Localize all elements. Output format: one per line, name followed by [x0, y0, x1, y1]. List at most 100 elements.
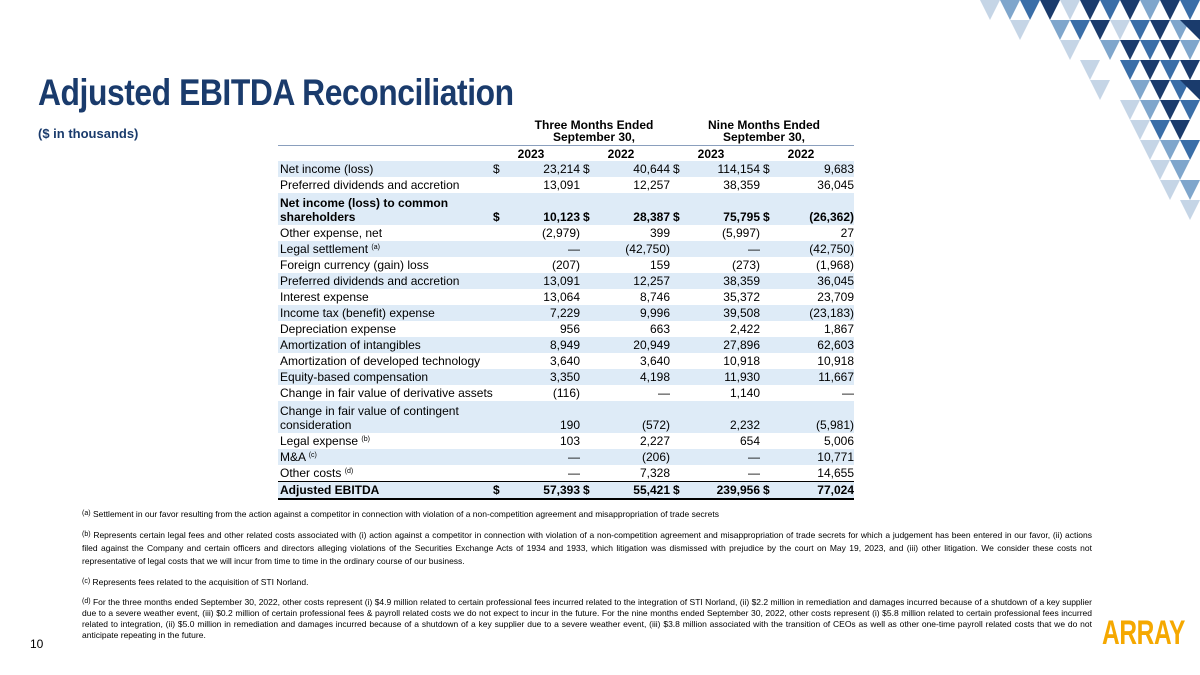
value-cell: 399: [649, 226, 670, 240]
row-label: Foreign currency (gain) loss: [278, 257, 490, 273]
currency-symbol: $: [580, 161, 598, 177]
row-label: Preferred dividends and accretion: [278, 273, 490, 289]
value-cell: 7,229: [508, 305, 580, 321]
value-cell: 62,603: [778, 337, 854, 353]
table-row: Net income (loss) $23,214 $40,644 $114,154 $…: [278, 161, 854, 177]
currency-symbol: $: [670, 481, 688, 500]
value-cell: 38,359: [688, 273, 760, 289]
footnote-mark: (b): [82, 531, 91, 538]
table-row: Preferred dividends and accretion 13,091 1…: [278, 273, 854, 289]
year-header: 2022: [787, 147, 815, 161]
value-cell: 14,655: [817, 466, 854, 480]
row-label: Interest expense: [278, 289, 490, 305]
value-cell: 13,091: [508, 273, 580, 289]
value-cell: —: [508, 241, 580, 257]
value-cell: —: [688, 449, 760, 465]
table-row: Depreciation expense 956 663 2,422 1,867: [278, 321, 854, 337]
value-cell: 1,867: [823, 322, 854, 336]
row-label: Amortization of developed technology: [278, 353, 490, 369]
footnote-ref: (a): [371, 244, 380, 251]
value-cell: (116): [552, 386, 580, 400]
row-label: Net income (loss): [278, 161, 490, 177]
value-cell: —: [568, 466, 580, 480]
header-nine-months: Nine Months Ended September 30,: [674, 119, 854, 143]
value-cell: 36,045: [778, 273, 854, 289]
value-cell: 10,771: [778, 449, 854, 465]
table-row: Equity-based compensation 3,350 4,198 11,93…: [278, 369, 854, 385]
row-label-text: Interest expense: [280, 290, 369, 304]
row-label-text: Net income (loss) to common shareholders: [280, 196, 449, 224]
value-cell: 190: [508, 401, 580, 433]
value-cell: 12,257: [633, 178, 670, 192]
row-label-text: Foreign currency (gain) loss: [280, 258, 429, 272]
footnote-ref: (c): [308, 452, 317, 459]
value-cell: 9,996: [598, 305, 670, 321]
row-label-text: Adjusted EBITDA: [280, 483, 380, 497]
row-label: Other costs (d): [278, 465, 490, 482]
value-cell: 3,640: [549, 354, 580, 368]
table-row: Other expense, net (2,979) 399 (5,997) 27: [278, 225, 854, 241]
value-cell: (42,750): [598, 241, 670, 257]
value-cell: 5,006: [823, 434, 854, 448]
row-label: Legal settlement (a): [278, 241, 490, 257]
row-label-text: Preferred dividends and accretion: [280, 178, 460, 192]
value-cell: 10,123: [508, 193, 580, 225]
value-cell: 103: [559, 434, 580, 448]
header-nine-months-line1: Nine Months Ended: [708, 118, 820, 132]
value-cell: 114,154: [688, 161, 760, 177]
row-label: Change in fair value of derivative asset…: [278, 385, 493, 401]
value-cell: 11,930: [688, 369, 760, 385]
value-cell: 35,372: [723, 290, 760, 304]
value-cell: 1,140: [729, 386, 760, 400]
value-cell: —: [658, 386, 670, 400]
value-cell: (42,750): [778, 241, 854, 257]
value-cell: 8,949: [508, 337, 580, 353]
currency-symbol: $: [760, 481, 778, 500]
row-label-text: Net income (loss): [280, 162, 374, 176]
value-cell: 956: [559, 322, 580, 336]
value-cell: (2,979): [541, 226, 580, 240]
value-cell: 23,214: [508, 161, 580, 177]
value-cell: 39,508: [688, 305, 760, 321]
footnote-text: Represents fees related to the acquisiti…: [92, 577, 309, 587]
value-cell: 55,421: [598, 481, 670, 500]
value-cell: 8,746: [639, 290, 670, 304]
table-row: Adjusted EBITDA $57,393 $55,421 $239,956 $77…: [278, 481, 854, 500]
row-label: Adjusted EBITDA: [278, 481, 490, 500]
currency-symbol: $: [580, 481, 598, 500]
footnote-mark: (d): [82, 598, 91, 605]
row-label-text: Amortization of intangibles: [280, 338, 421, 352]
footnote-mark: (c): [82, 578, 91, 585]
value-cell: 57,393: [508, 481, 580, 500]
value-cell: 40,644: [598, 161, 670, 177]
currency-symbol: $: [760, 161, 778, 177]
value-cell: 27: [840, 226, 854, 240]
value-cell: 10,918: [817, 354, 854, 368]
currency-symbol: $: [490, 193, 508, 225]
row-label-text: Depreciation expense: [280, 322, 397, 336]
value-cell: 20,949: [598, 337, 670, 353]
value-cell: 13,064: [543, 290, 580, 304]
footnote-ref: (d): [344, 468, 354, 475]
value-cell: (5,981): [778, 401, 854, 433]
row-label: Change in fair value of contingent consi…: [278, 401, 490, 433]
value-cell: —: [508, 449, 580, 465]
value-cell: 2,232: [688, 401, 760, 433]
value-cell: 4,198: [598, 369, 670, 385]
currency-symbol: $: [580, 193, 598, 225]
table-row: Legal expense (b) 103 2,227 654 5,006: [278, 433, 854, 449]
value-cell: —: [688, 241, 760, 257]
row-label-text: Equity-based compensation: [280, 370, 429, 384]
row-label: Net income (loss) to common shareholders: [278, 193, 490, 225]
footnote-text: For the three months ended September 30,…: [82, 597, 1092, 640]
currency-symbol: $: [490, 161, 508, 177]
year-header: 2023: [517, 147, 545, 161]
row-label-text: Amortization of developed technology: [280, 354, 481, 368]
value-cell: 2,422: [729, 322, 760, 336]
row-label-text: Legal settlement: [280, 242, 369, 256]
row-label-text: Preferred dividends and accretion: [280, 274, 460, 288]
row-label: Equity-based compensation: [278, 369, 490, 385]
footnote-mark: (a): [82, 510, 91, 517]
table-row: Preferred dividends and accretion 13,091 1…: [278, 177, 854, 193]
value-cell: (5,997): [721, 226, 760, 240]
